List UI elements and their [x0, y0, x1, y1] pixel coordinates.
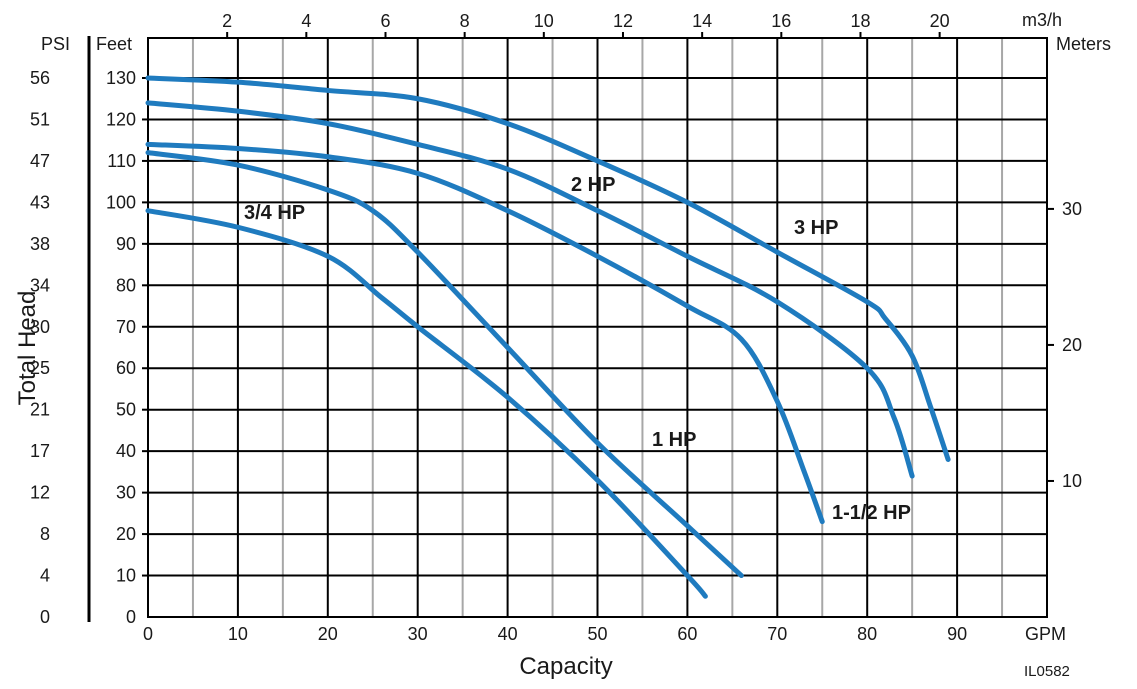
- psi-tick-label: 38: [30, 234, 50, 254]
- meters-tick-label: 30: [1062, 199, 1082, 219]
- feet-tick-label: 40: [116, 441, 136, 461]
- feet-tick-label: 80: [116, 275, 136, 295]
- meters-tick-label: 20: [1062, 335, 1082, 355]
- x-top-tick-label: 2: [222, 11, 232, 31]
- x-tick-label: 0: [143, 624, 153, 644]
- x-top-tick-label: 10: [534, 11, 554, 31]
- m3h-unit-label: m3/h: [1022, 10, 1062, 30]
- x-top-tick-label: 14: [692, 11, 712, 31]
- feet-tick-label: 70: [116, 317, 136, 337]
- x-top-tick-label: 8: [460, 11, 470, 31]
- psi-tick-label: 56: [30, 68, 50, 88]
- psi-tick-label: 0: [40, 607, 50, 627]
- x-tick-label: 90: [947, 624, 967, 644]
- performance-curve: [145, 75, 951, 462]
- psi-tick-label: 25: [30, 358, 50, 378]
- meters-unit-label: Meters: [1056, 34, 1111, 54]
- feet-tick-label: 90: [116, 234, 136, 254]
- curve-label: 3/4 HP: [244, 202, 305, 224]
- x-axis-title: Capacity: [519, 653, 612, 680]
- x-tick-label: 10: [228, 624, 248, 644]
- psi-tick-label: 34: [30, 275, 50, 295]
- feet-tick-label: 120: [106, 109, 136, 129]
- feet-tick-label: 130: [106, 68, 136, 88]
- feet-tick-label: 60: [116, 358, 136, 378]
- x-tick-label: 50: [587, 624, 607, 644]
- x-top-axis-ticks: 2 4 6 8 10 12 14 16 18 20: [222, 11, 950, 38]
- feet-tick-label: 10: [116, 566, 136, 586]
- performance-curve: [145, 150, 744, 579]
- x-top-tick-label: 18: [850, 11, 870, 31]
- psi-tick-label: 43: [30, 192, 50, 212]
- curve-label: 1 HP: [652, 429, 696, 451]
- curves: [145, 75, 951, 599]
- feet-tick-label: 100: [106, 192, 136, 212]
- x-axis-ticks: 0 10 20 30 40 50 60 70 80 90: [143, 624, 967, 644]
- meters-axis-ticks: 10 20 30: [1047, 199, 1082, 491]
- y-axis-title: Total Head: [14, 291, 41, 406]
- curve-labels: 3/4 HP 1 HP 1-1/2 HP 2 HP 3 HP: [244, 174, 911, 524]
- feet-tick-label: 30: [116, 483, 136, 503]
- feet-tick-label: 20: [116, 524, 136, 544]
- x-tick-label: 20: [318, 624, 338, 644]
- x-tick-label: 60: [677, 624, 697, 644]
- figure-code: IL0582: [1024, 663, 1070, 680]
- x-top-tick-label: 6: [380, 11, 390, 31]
- x-tick-label: 80: [857, 624, 877, 644]
- x-tick-label: 70: [767, 624, 787, 644]
- x-top-tick-label: 12: [613, 11, 633, 31]
- psi-axis-ticks: 0 4 8 12 17 21 25 30 34 38 43 47 51 56: [30, 68, 50, 627]
- psi-tick-label: 51: [30, 109, 50, 129]
- x-top-tick-label: 4: [301, 11, 311, 31]
- psi-tick-label: 21: [30, 400, 50, 420]
- feet-tick-label: 0: [126, 607, 136, 627]
- gpm-unit-label: GPM: [1025, 624, 1066, 644]
- psi-tick-label: 12: [30, 483, 50, 503]
- feet-unit-label: Feet: [96, 34, 132, 54]
- curve-label: 1-1/2 HP: [832, 502, 911, 524]
- x-top-tick-label: 20: [930, 11, 950, 31]
- meters-tick-label: 10: [1062, 471, 1082, 491]
- feet-tick-label: 110: [107, 151, 136, 171]
- performance-curve: [145, 100, 915, 479]
- psi-tick-label: 8: [40, 524, 50, 544]
- x-tick-label: 40: [498, 624, 518, 644]
- x-tick-label: 30: [408, 624, 428, 644]
- performance-curve: [145, 208, 708, 599]
- psi-tick-label: 47: [30, 151, 50, 171]
- x-top-tick-label: 16: [771, 11, 791, 31]
- psi-unit-label: PSI: [41, 34, 70, 54]
- psi-tick-label: 4: [40, 566, 50, 586]
- grid: [148, 38, 1047, 617]
- curve-label: 2 HP: [571, 174, 615, 196]
- psi-tick-label: 30: [30, 317, 50, 337]
- feet-tick-label: 50: [116, 400, 136, 420]
- feet-axis-ticks: 0 10 20 30 40 50 60 70 80 90 100 110 120 130: [106, 68, 148, 627]
- psi-tick-label: 17: [30, 441, 50, 461]
- curve-label: 3 HP: [794, 217, 838, 239]
- performance-curve: [145, 141, 825, 525]
